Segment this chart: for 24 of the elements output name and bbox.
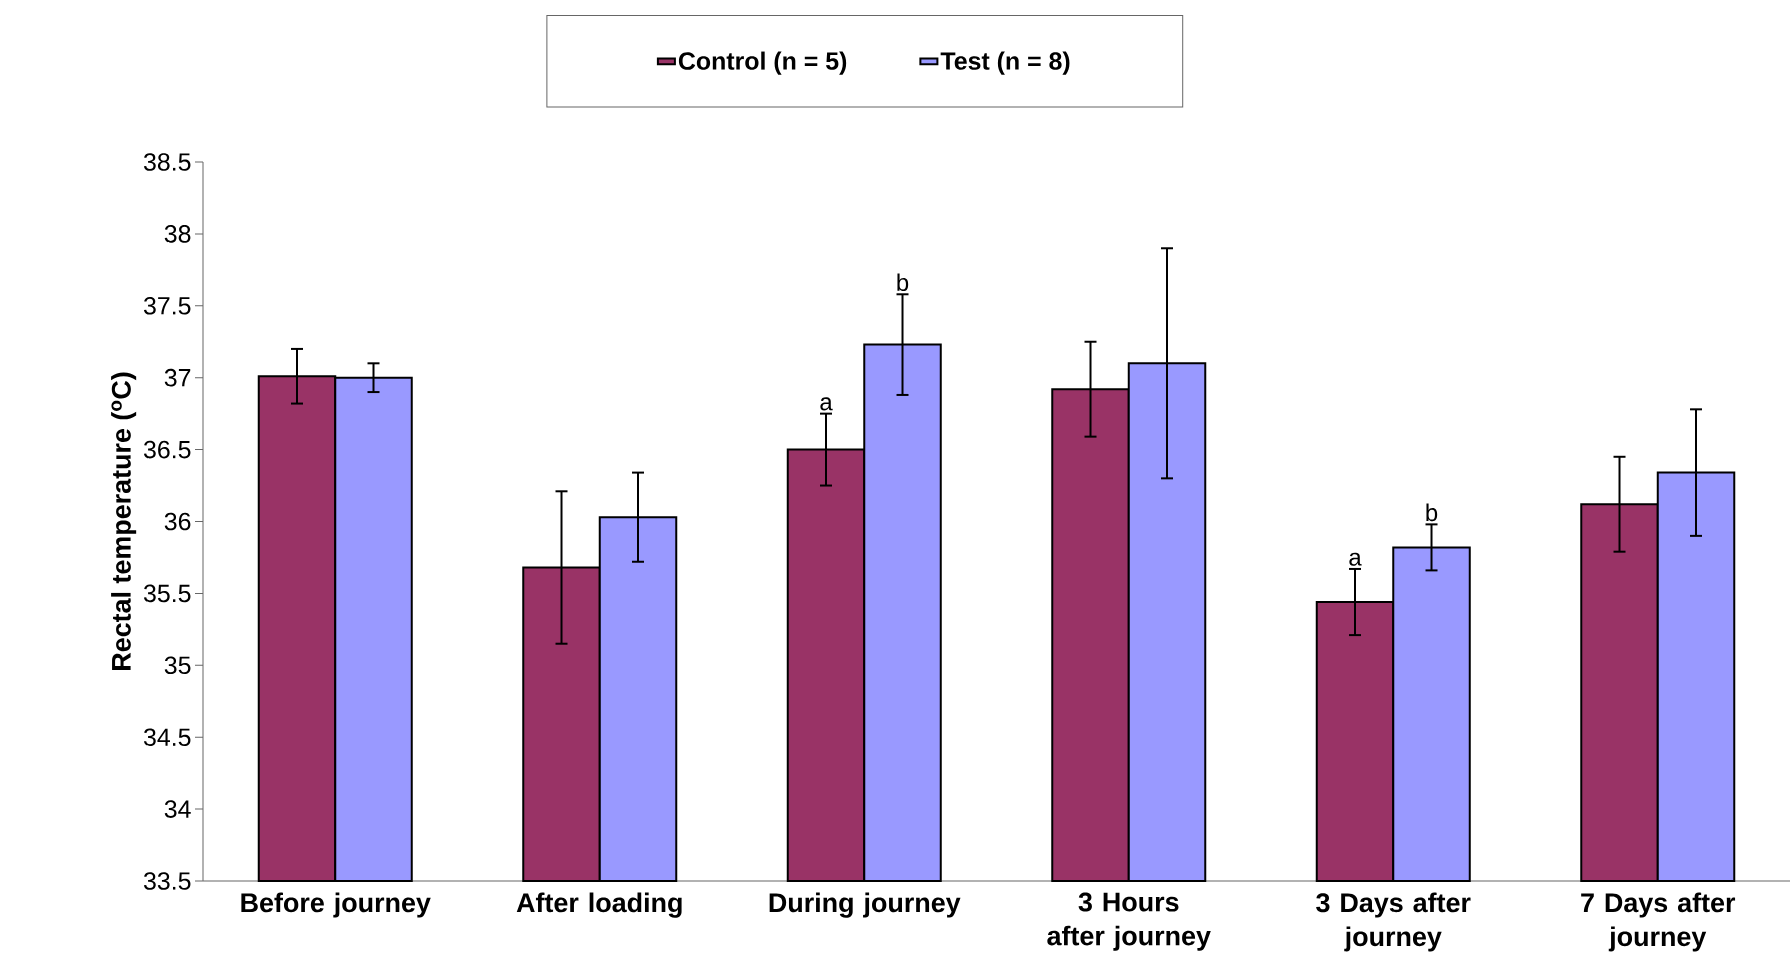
annotation: a (820, 397, 833, 411)
y-tick-label: 38.5 (143, 153, 191, 171)
y-tick-label: 34.5 (143, 728, 191, 747)
y-axis-title: Rectal temperature ($^{o}$C) (111, 372, 137, 670)
y-tick-label: 35.5 (143, 584, 191, 603)
y-tick-label: 34 (164, 800, 191, 818)
annotation: b (1426, 503, 1438, 522)
x-tick-label: During journey (769, 892, 961, 918)
y-tick-label: 33.5 (143, 872, 191, 890)
x-tick-label: 7 Days after journey (1581, 892, 1736, 952)
y-tick-label: 37 (164, 368, 191, 387)
annotation: a (1349, 552, 1362, 566)
annotation: b (897, 273, 909, 292)
legend-label: Test (n = 8) (940, 51, 1070, 75)
y-tick-label: 35 (164, 656, 191, 675)
x-tick-label: After loading (516, 892, 682, 918)
legend-label: Control (n = 5) (678, 51, 847, 75)
y-tick-label: 37.5 (143, 296, 191, 315)
x-tick-label: 3 Days after journey (1316, 892, 1471, 952)
y-tick-label: 38 (164, 225, 191, 243)
x-tick-label: Before journey (241, 892, 431, 918)
x-tick-label: 3 Hours after journey (1047, 892, 1211, 951)
y-tick-label: 36.5 (143, 440, 191, 459)
y-tick-label: 36 (164, 512, 191, 531)
